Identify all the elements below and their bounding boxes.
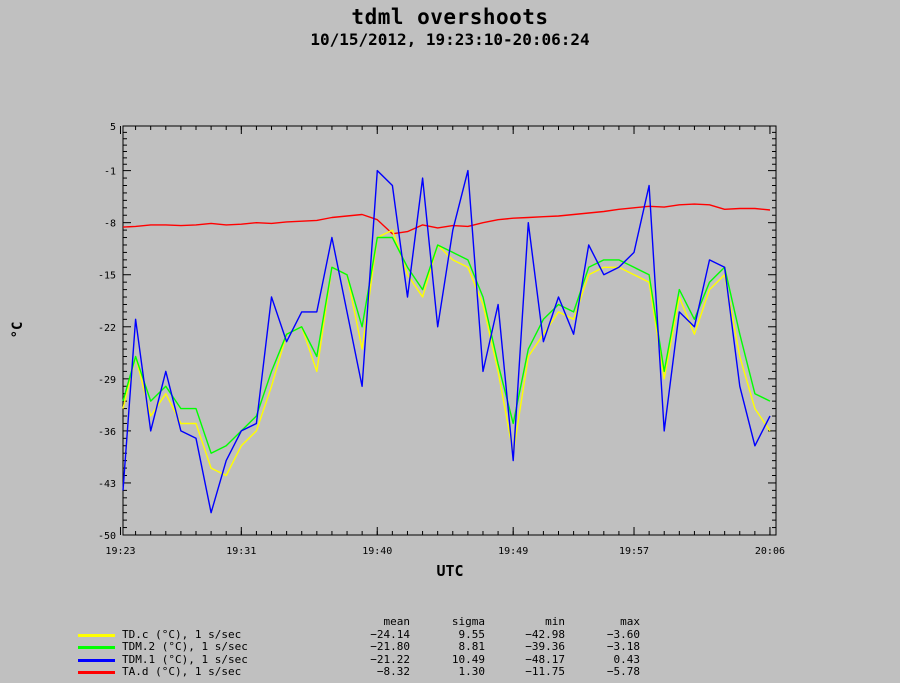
y-tick-label: -8 bbox=[104, 219, 116, 230]
x-tick-label: 19:57 bbox=[619, 546, 649, 557]
y-tick-label: -22 bbox=[98, 323, 116, 334]
legend-label: TDM.2 (°C), 1 s/sec bbox=[122, 640, 248, 653]
series-line-ta-d bbox=[122, 203, 771, 235]
stats-mean: −21.22 bbox=[370, 652, 410, 666]
series-lines bbox=[122, 169, 771, 514]
x-tick-label: 19:40 bbox=[362, 546, 392, 557]
y-axis: 5 -1 -8 -15 -22 -29 -36 -43 -50 bbox=[98, 122, 776, 542]
x-axis: 19:23 19:31 19:40 19:49 19:57 20:06 bbox=[105, 126, 785, 557]
stats-min: −42.98 bbox=[525, 627, 565, 641]
stats-sigma: 10.49 bbox=[451, 652, 485, 666]
stats-min: −39.36 bbox=[525, 640, 565, 653]
stats-mean: −8.32 bbox=[376, 665, 410, 678]
legend-swatch bbox=[78, 633, 115, 637]
series-line-tdm-1 bbox=[122, 169, 771, 514]
y-tick-label: -36 bbox=[98, 427, 116, 438]
plot-frame bbox=[122, 125, 777, 536]
stats-row: TA.d (°C), 1 s/sec −8.32 1.30 −11.75 −5.… bbox=[78, 666, 678, 679]
stats-header-sigma: sigma bbox=[451, 615, 485, 628]
legend-label: TD.c (°C), 1 s/sec bbox=[122, 627, 242, 641]
stats-max: 0.43 bbox=[613, 652, 641, 666]
x-tick-label: 19:49 bbox=[498, 546, 528, 557]
stats-min: −48.17 bbox=[525, 652, 565, 666]
x-axis-label: UTC bbox=[436, 562, 463, 580]
stats-header-mean: mean bbox=[383, 615, 411, 628]
stats-sigma: 8.81 bbox=[458, 640, 486, 653]
y-tick-label: -1 bbox=[104, 167, 116, 178]
y-axis-label: °C bbox=[10, 322, 26, 339]
stats-row: TDM.1 (°C), 1 s/sec −21.22 10.49 −48.17 … bbox=[78, 652, 678, 667]
chart-title: tdml overshoots bbox=[351, 5, 549, 29]
stats-table: mean sigma min max TD.c (°C), 1 s/sec −2… bbox=[78, 616, 678, 679]
legend-label: TA.d (°C), 1 s/sec bbox=[122, 665, 242, 678]
stats-max: −3.60 bbox=[606, 627, 640, 641]
plot-area bbox=[122, 125, 777, 536]
stats-mean: −21.80 bbox=[370, 640, 410, 653]
stats-sigma: 1.30 bbox=[458, 665, 486, 678]
stats-sigma: 9.55 bbox=[458, 627, 486, 641]
x-tick-label: 19:31 bbox=[226, 546, 256, 557]
series-line-td-c bbox=[122, 229, 771, 477]
stats-mean: −24.14 bbox=[370, 627, 410, 641]
stats-max: −5.78 bbox=[606, 665, 640, 678]
y-tick-label: -15 bbox=[98, 271, 116, 282]
legend-swatch bbox=[78, 658, 115, 662]
stats-header-max: max bbox=[620, 615, 640, 628]
x-tick-label: 19:23 bbox=[105, 546, 135, 557]
stats-row: TD.c (°C), 1 s/sec −24.14 9.55 −42.98 −3… bbox=[78, 627, 678, 642]
legend-swatch bbox=[78, 646, 115, 649]
chart-subtitle: 10/15/2012, 19:23:10-20:06:24 bbox=[310, 30, 590, 49]
stats-min: −11.75 bbox=[525, 665, 565, 678]
legend-label: TDM.1 (°C), 1 s/sec bbox=[122, 652, 248, 666]
stats-max: −3.18 bbox=[606, 640, 640, 653]
y-tick-label: 5 bbox=[110, 122, 116, 133]
series-line-tdm-2 bbox=[122, 236, 771, 454]
y-tick-label: -50 bbox=[98, 531, 116, 542]
x-tick-label: 20:06 bbox=[755, 546, 785, 557]
y-tick-label: -29 bbox=[98, 375, 116, 386]
stats-row: TDM.2 (°C), 1 s/sec −21.80 8.81 −39.36 −… bbox=[78, 641, 678, 654]
legend-swatch bbox=[78, 671, 115, 674]
stats-header-min: min bbox=[545, 615, 565, 628]
stats-header-row: mean sigma min max bbox=[78, 616, 678, 629]
y-tick-label: -43 bbox=[98, 479, 116, 490]
